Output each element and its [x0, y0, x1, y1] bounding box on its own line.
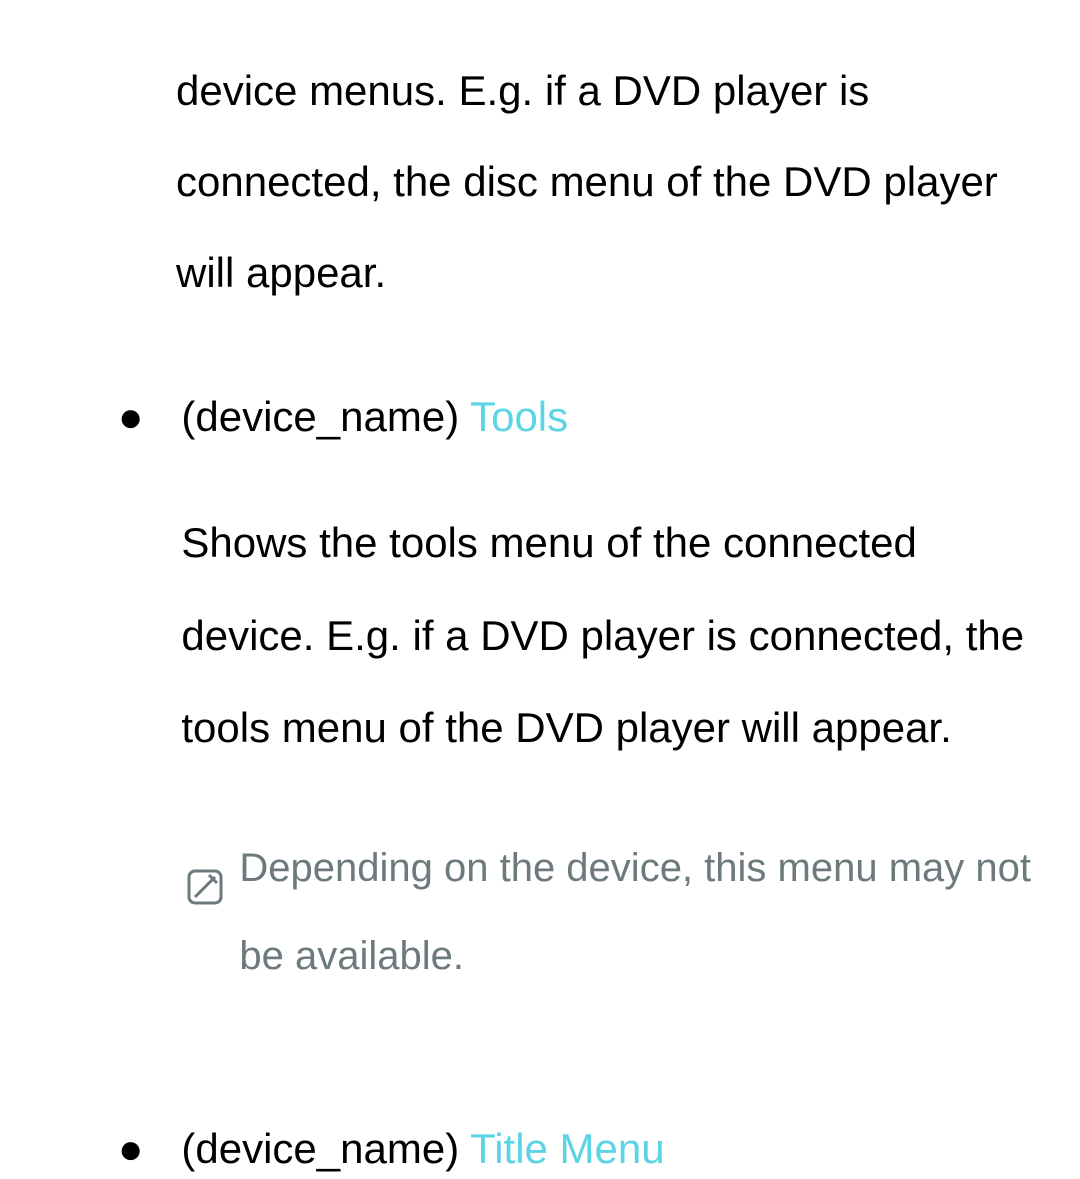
list-item-content: (device_name) Title Menu	[181, 1120, 1050, 1179]
highlight-term: Title Menu	[470, 1125, 665, 1172]
highlight-term: Tools	[470, 393, 568, 440]
device-prefix-text: (device_name)	[181, 1125, 470, 1172]
list-item-heading: (device_name) Tools	[181, 388, 1050, 447]
bullet-marker-icon: ●	[118, 1120, 143, 1179]
device-prefix-text: (device_name)	[181, 393, 470, 440]
note-block: Depending on the device, this menu may n…	[185, 824, 1050, 1000]
list-item: ● (device_name) Title Menu	[90, 1120, 1050, 1179]
document-content: device menus. E.g. if a DVD player is co…	[90, 45, 1050, 1179]
list-item: ● (device_name) Tools Shows the tools me…	[90, 388, 1050, 1060]
intro-paragraph: device menus. E.g. if a DVD player is co…	[176, 45, 1050, 318]
bullet-marker-icon: ●	[118, 388, 143, 1060]
note-icon	[185, 850, 225, 1000]
note-text: Depending on the device, this menu may n…	[239, 824, 1050, 1000]
list-item-description: Shows the tools menu of the connected de…	[181, 497, 1050, 774]
list-item-heading: (device_name) Title Menu	[181, 1120, 1050, 1179]
list-item-content: (device_name) Tools Shows the tools menu…	[181, 388, 1050, 1060]
